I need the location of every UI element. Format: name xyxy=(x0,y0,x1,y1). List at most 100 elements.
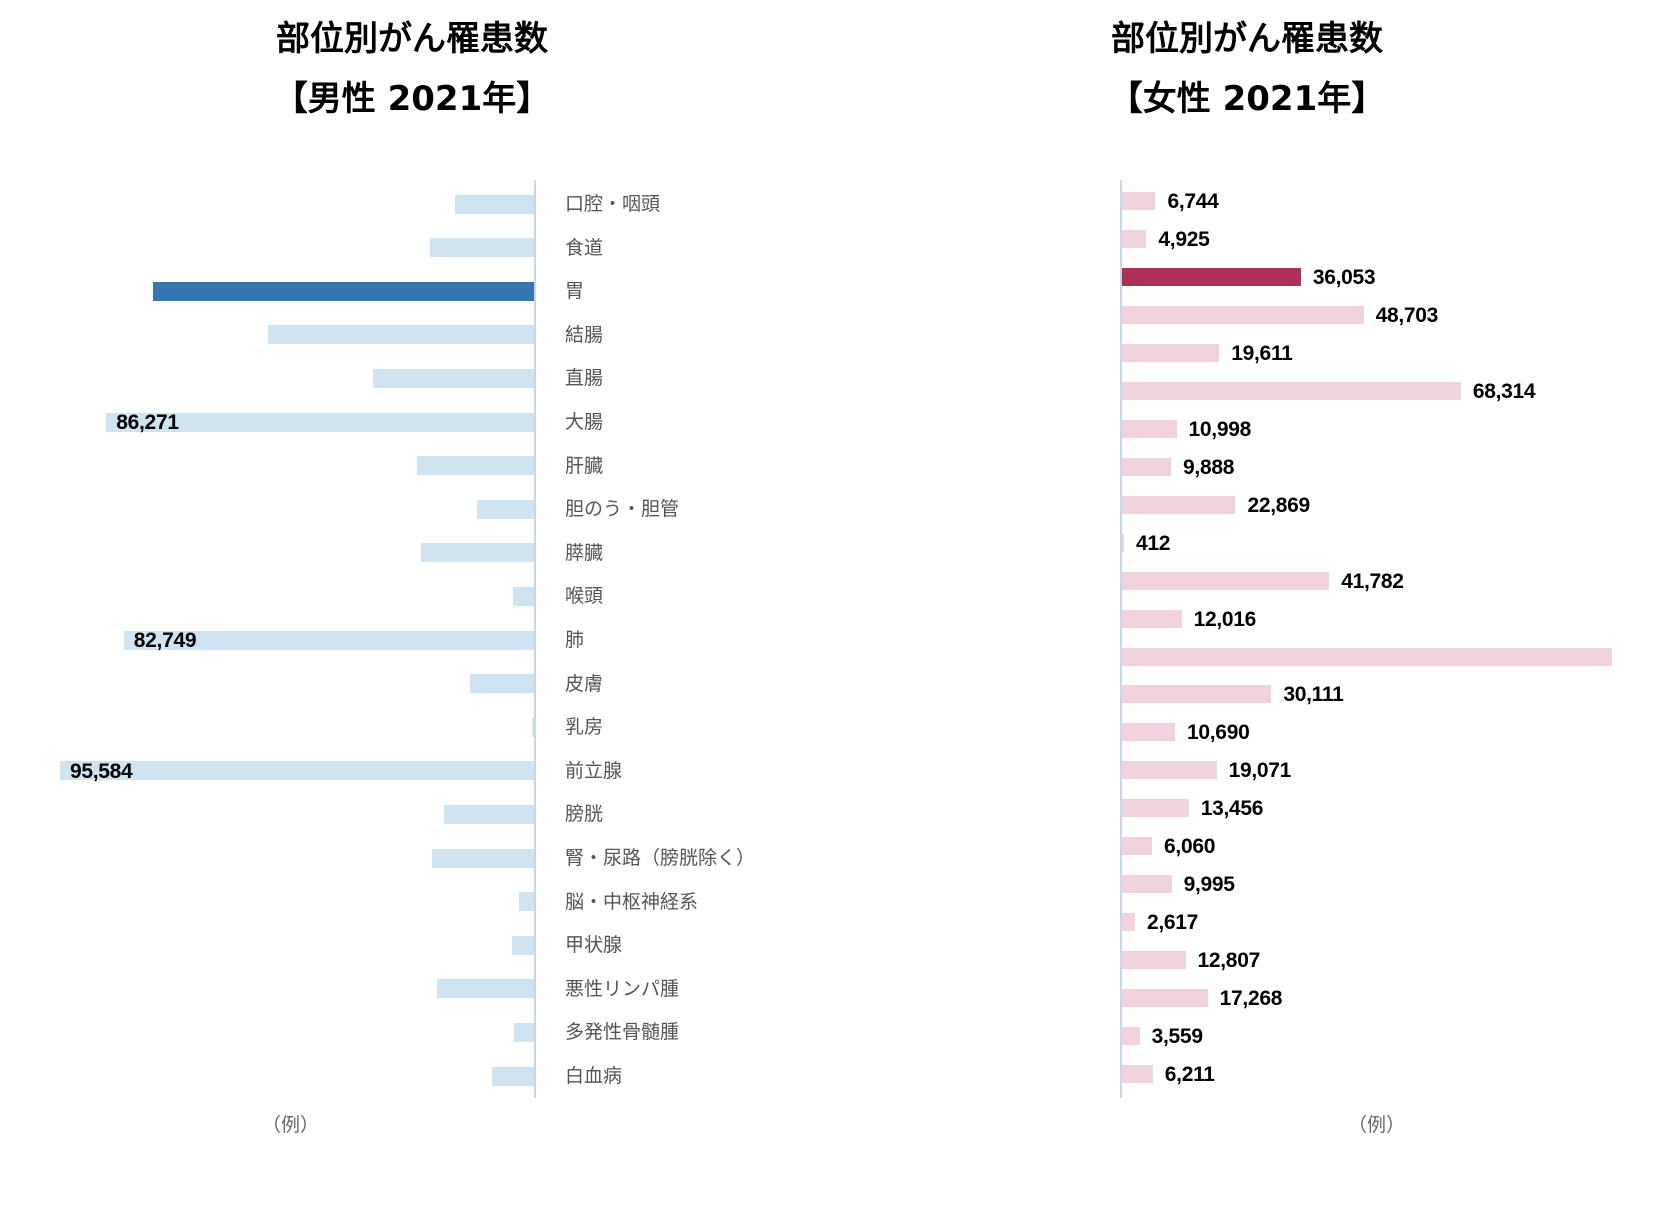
female-title-line2: 【女性 2021年】 xyxy=(1108,79,1386,119)
male-title-line1: 部位別がん罹患数 xyxy=(276,19,548,59)
male-value-label: 95,584 xyxy=(70,759,133,783)
male-category-label: 肺 xyxy=(565,629,585,651)
male-bar xyxy=(514,1022,535,1042)
male-bar xyxy=(455,194,535,214)
male-value-label: 86,271 xyxy=(116,411,179,434)
male-bar xyxy=(511,935,535,955)
male-category-label: 白血病 xyxy=(565,1065,623,1087)
female-value-label: 12,807 xyxy=(1197,949,1261,973)
female-bar xyxy=(1122,875,1172,894)
male-bar xyxy=(437,979,535,999)
female-value-label: 68,314 xyxy=(1472,379,1536,403)
female-value-label: 6,211 xyxy=(1164,1063,1215,1087)
male-category-label: 膵臓 xyxy=(565,541,604,564)
male-category-label: 甲状腺 xyxy=(565,934,623,957)
female-bar xyxy=(1122,723,1176,742)
female-value-label: 3,559 xyxy=(1151,1025,1203,1049)
female-bar xyxy=(1122,533,1125,552)
male-category-label: 乳房 xyxy=(565,716,604,739)
female-value-label: 19,611 xyxy=(1231,341,1293,365)
female-value-label: 6,744 xyxy=(1167,190,1219,213)
female-bar xyxy=(1122,837,1153,856)
male-category-label: 食道 xyxy=(565,236,604,259)
male-bar xyxy=(519,892,535,912)
male-category-label: 胆のう・胆管 xyxy=(565,498,680,521)
female-footnote: （例） xyxy=(1348,1114,1406,1136)
female-value-label: 9,888 xyxy=(1183,455,1235,479)
male-category-label: 喉頭 xyxy=(565,585,604,608)
male-category-label: 結腸 xyxy=(565,323,604,346)
female-bar xyxy=(1122,229,1147,248)
female-value-label: 2,617 xyxy=(1146,911,1199,935)
female-bar xyxy=(1122,457,1172,476)
female-value-label: 13,456 xyxy=(1200,797,1264,821)
male-bar xyxy=(492,1066,535,1086)
male-bar xyxy=(60,761,535,781)
female-bar xyxy=(1122,913,1135,932)
female-value-label: 17,268 xyxy=(1219,987,1283,1011)
female-value-label: 4,925 xyxy=(1158,227,1210,251)
male-footnote: （例） xyxy=(262,1114,320,1136)
male-bar xyxy=(268,325,535,345)
female-title-line1: 部位別がん罹患数 xyxy=(1111,19,1383,59)
male-bar xyxy=(106,412,535,432)
female-bar xyxy=(1122,951,1186,970)
female-value-label: 6,060 xyxy=(1164,835,1216,859)
female-value-label: 12,016 xyxy=(1193,607,1257,631)
female-bar xyxy=(1122,647,1612,666)
female-value-label: 36,053 xyxy=(1312,265,1376,289)
female-value-label: 48,703 xyxy=(1375,303,1439,327)
female-value-label: 412 xyxy=(1136,531,1171,555)
male-bar xyxy=(373,368,535,388)
female-bar xyxy=(1122,685,1272,704)
female-bar xyxy=(1122,1027,1140,1046)
female-axis-line xyxy=(1120,180,1122,1098)
male-category-label: 皮膚 xyxy=(565,672,604,695)
male-category-label: 口腔・咽頭 xyxy=(565,193,661,215)
female-bar xyxy=(1122,305,1364,324)
female-bar xyxy=(1122,761,1217,780)
female-bar xyxy=(1122,343,1220,362)
male-category-label: 腎・尿路（膀胱除く） xyxy=(565,847,756,869)
male-category-label: 膀胱 xyxy=(565,803,604,826)
male-category-label: 直腸 xyxy=(565,367,604,390)
male-category-label: 大腸 xyxy=(565,411,604,433)
female-bar xyxy=(1122,419,1177,438)
male-category-label: 肝臓 xyxy=(565,454,604,477)
female-bar xyxy=(1122,989,1208,1008)
female-bar xyxy=(1122,571,1330,590)
male-bar xyxy=(429,238,535,258)
female-value-label: 10,998 xyxy=(1188,417,1252,441)
male-bar xyxy=(531,717,535,737)
male-bar xyxy=(470,674,535,694)
male-category-label: 悪性リンパ腫 xyxy=(565,977,680,1000)
male-category-label: 胃 xyxy=(565,280,585,303)
male-bar xyxy=(420,543,535,563)
male-bar xyxy=(417,456,535,476)
male-value-label: 82,749 xyxy=(133,629,197,652)
female-value-label: 9,995 xyxy=(1183,873,1235,897)
female-bar xyxy=(1122,267,1301,286)
female-bar xyxy=(1122,192,1156,210)
male-bar xyxy=(153,281,535,301)
female-value-label: 22,869 xyxy=(1247,493,1310,517)
female-value-label: 10,690 xyxy=(1187,721,1250,745)
male-bar xyxy=(476,499,535,519)
female-bar xyxy=(1122,495,1236,514)
female-value-label: 19,071 xyxy=(1228,759,1292,783)
female-value-label: 30,111 xyxy=(1283,683,1344,707)
male-bar xyxy=(443,804,535,824)
female-bar xyxy=(1122,381,1461,400)
female-bar xyxy=(1122,799,1189,818)
male-category-label: 脳・中枢神経系 xyxy=(565,890,699,913)
female-value-label: 41,782 xyxy=(1341,569,1404,593)
male-bar xyxy=(432,848,535,868)
male-category-label: 多発性骨髄腫 xyxy=(565,1021,680,1044)
male-axis-line xyxy=(534,180,536,1098)
male-bar xyxy=(123,630,535,650)
male-category-label: 前立腺 xyxy=(565,759,623,782)
male-bar xyxy=(513,586,535,606)
female-bar xyxy=(1122,609,1182,628)
male-title-line2: 【男性 2021年】 xyxy=(273,79,551,119)
female-bar xyxy=(1122,1065,1153,1084)
